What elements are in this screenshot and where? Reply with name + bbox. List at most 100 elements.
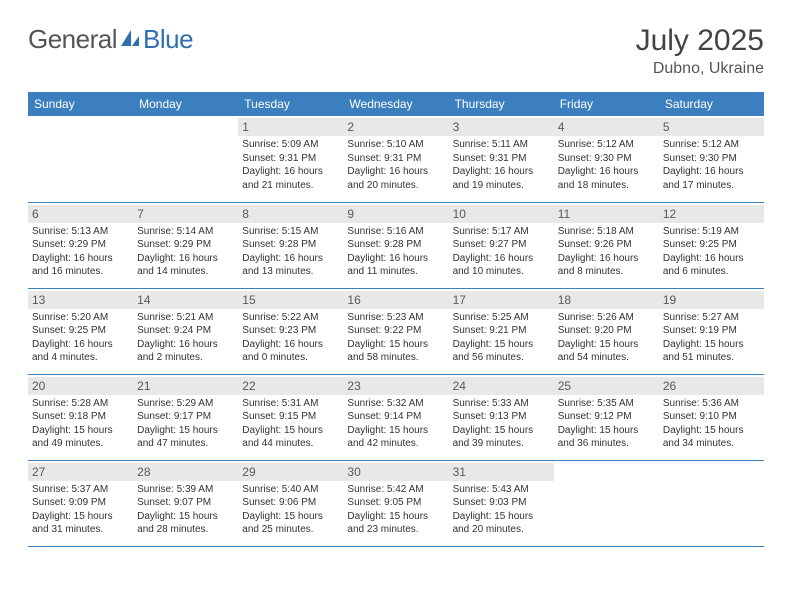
day-cell: 1 Sunrise: 5:09 AMSunset: 9:31 PMDaylight… [238,116,343,202]
day-details: Sunrise: 5:23 AMSunset: 9:22 PMDaylight:… [347,311,444,365]
day-number: 26 [659,377,764,395]
day-cell: 5 Sunrise: 5:12 AMSunset: 9:30 PMDaylight… [659,116,764,202]
day-number: 9 [343,205,448,223]
day-details: Sunrise: 5:37 AMSunset: 9:09 PMDaylight:… [32,483,129,537]
day-number: 23 [343,377,448,395]
day-header: Sunday [28,92,133,116]
day-number: 1 [238,118,343,136]
day-number: 14 [133,291,238,309]
day-details: Sunrise: 5:20 AMSunset: 9:25 PMDaylight:… [32,311,129,365]
week-row: 13 Sunrise: 5:20 AMSunset: 9:25 PMDayligh… [28,288,764,374]
day-cell: 8Sunrise: 5:15 AMSunset: 9:28 PMDaylight… [238,202,343,288]
day-number: 2 [343,118,448,136]
day-cell: 14 Sunrise: 5:21 AMSunset: 9:24 PMDayligh… [133,288,238,374]
day-header: Saturday [659,92,764,116]
day-number: 28 [133,463,238,481]
day-number: 29 [238,463,343,481]
day-number: 16 [343,291,448,309]
day-number: 13 [28,291,133,309]
day-details: Sunrise: 5:12 AMSunset: 9:30 PMDaylight:… [558,138,655,192]
day-cell: 7 Sunrise: 5:14 AMSunset: 9:29 PMDaylight… [133,202,238,288]
day-details: Sunrise: 5:10 AMSunset: 9:31 PMDaylight:… [347,138,444,192]
day-cell: 9Sunrise: 5:16 AMSunset: 9:28 PMDaylight… [343,202,448,288]
day-details: Sunrise: 5:29 AMSunset: 9:17 PMDaylight:… [137,397,234,451]
day-number: 19 [659,291,764,309]
day-details: Sunrise: 5:40 AMSunset: 9:06 PMDaylight:… [242,483,339,537]
day-details: Sunrise: 5:19 AMSunset: 9:25 PMDaylight:… [663,225,760,279]
day-cell [659,460,764,546]
day-details: Sunrise: 5:26 AMSunset: 9:20 PMDaylight:… [558,311,655,365]
day-cell: 12 Sunrise: 5:19 AMSunset: 9:25 PMDayligh… [659,202,764,288]
day-cell: 24 Sunrise: 5:33 AMSunset: 9:13 PMDayligh… [449,374,554,460]
day-number: 11 [554,205,659,223]
day-header: Wednesday [343,92,448,116]
day-header: Friday [554,92,659,116]
day-details: Sunrise: 5:11 AMSunset: 9:31 PMDaylight:… [453,138,550,192]
day-details: Sunrise: 5:12 AMSunset: 9:30 PMDaylight:… [663,138,760,192]
day-details: Sunrise: 5:28 AMSunset: 9:18 PMDaylight:… [32,397,129,451]
logo-text-part1: General [28,24,117,55]
week-row: 6 Sunrise: 5:13 AMSunset: 9:29 PMDaylight… [28,202,764,288]
day-details: Sunrise: 5:22 AMSunset: 9:23 PMDaylight:… [242,311,339,365]
calendar-body: 1 Sunrise: 5:09 AMSunset: 9:31 PMDaylight… [28,116,764,546]
day-cell: 10Sunrise: 5:17 AMSunset: 9:27 PMDayligh… [449,202,554,288]
week-row: 1 Sunrise: 5:09 AMSunset: 9:31 PMDaylight… [28,116,764,202]
day-number: 10 [449,205,554,223]
day-number: 22 [238,377,343,395]
day-cell: 28 Sunrise: 5:39 AMSunset: 9:07 PMDayligh… [133,460,238,546]
day-details: Sunrise: 5:14 AMSunset: 9:29 PMDaylight:… [137,225,234,279]
day-details: Sunrise: 5:39 AMSunset: 9:07 PMDaylight:… [137,483,234,537]
day-cell: 26 Sunrise: 5:36 AMSunset: 9:10 PMDayligh… [659,374,764,460]
day-cell: 13 Sunrise: 5:20 AMSunset: 9:25 PMDayligh… [28,288,133,374]
day-cell: 17Sunrise: 5:25 AMSunset: 9:21 PMDayligh… [449,288,554,374]
day-cell: 15 Sunrise: 5:22 AMSunset: 9:23 PMDayligh… [238,288,343,374]
day-number: 12 [659,205,764,223]
day-details: Sunrise: 5:09 AMSunset: 9:31 PMDaylight:… [242,138,339,192]
day-details: Sunrise: 5:32 AMSunset: 9:14 PMDaylight:… [347,397,444,451]
day-cell: 21Sunrise: 5:29 AMSunset: 9:17 PMDayligh… [133,374,238,460]
day-number: 18 [554,291,659,309]
day-number: 30 [343,463,448,481]
day-cell: 29 Sunrise: 5:40 AMSunset: 9:06 PMDayligh… [238,460,343,546]
day-cell: 22Sunrise: 5:31 AMSunset: 9:15 PMDayligh… [238,374,343,460]
day-number: 4 [554,118,659,136]
day-details: Sunrise: 5:13 AMSunset: 9:29 PMDaylight:… [32,225,129,279]
day-number: 3 [449,118,554,136]
day-number: 20 [28,377,133,395]
day-header: Thursday [449,92,554,116]
day-number: 31 [449,463,554,481]
day-details: Sunrise: 5:15 AMSunset: 9:28 PMDaylight:… [242,225,339,279]
sail-icon [119,24,141,55]
day-number: 5 [659,118,764,136]
day-details: Sunrise: 5:42 AMSunset: 9:05 PMDaylight:… [347,483,444,537]
day-cell: 4 Sunrise: 5:12 AMSunset: 9:30 PMDaylight… [554,116,659,202]
month-title: July 2025 [636,24,764,58]
calendar-table: SundayMondayTuesdayWednesdayThursdayFrid… [28,92,764,547]
day-number: 6 [28,205,133,223]
day-cell: 2 Sunrise: 5:10 AMSunset: 9:31 PMDaylight… [343,116,448,202]
day-number: 15 [238,291,343,309]
day-cell: 3 Sunrise: 5:11 AMSunset: 9:31 PMDaylight… [449,116,554,202]
logo-text-part2: Blue [143,24,193,55]
day-header: Monday [133,92,238,116]
day-cell: 11Sunrise: 5:18 AMSunset: 9:26 PMDayligh… [554,202,659,288]
day-cell: 30 Sunrise: 5:42 AMSunset: 9:05 PMDayligh… [343,460,448,546]
header: General Blue July 2025 Dubno, Ukraine [28,24,764,78]
day-details: Sunrise: 5:36 AMSunset: 9:10 PMDaylight:… [663,397,760,451]
day-details: Sunrise: 5:21 AMSunset: 9:24 PMDaylight:… [137,311,234,365]
day-cell [133,116,238,202]
week-row: 20 Sunrise: 5:28 AMSunset: 9:18 PMDayligh… [28,374,764,460]
day-details: Sunrise: 5:35 AMSunset: 9:12 PMDaylight:… [558,397,655,451]
logo: General Blue [28,24,193,55]
day-cell: 18 Sunrise: 5:26 AMSunset: 9:20 PMDayligh… [554,288,659,374]
day-number: 25 [554,377,659,395]
day-details: Sunrise: 5:25 AMSunset: 9:21 PMDaylight:… [453,311,550,365]
day-cell: 31Sunrise: 5:43 AMSunset: 9:03 PMDayligh… [449,460,554,546]
day-cell: 19Sunrise: 5:27 AMSunset: 9:19 PMDayligh… [659,288,764,374]
day-header-row: SundayMondayTuesdayWednesdayThursdayFrid… [28,92,764,116]
day-details: Sunrise: 5:33 AMSunset: 9:13 PMDaylight:… [453,397,550,451]
day-header: Tuesday [238,92,343,116]
day-number: 7 [133,205,238,223]
day-cell: 23 Sunrise: 5:32 AMSunset: 9:14 PMDayligh… [343,374,448,460]
day-number: 24 [449,377,554,395]
